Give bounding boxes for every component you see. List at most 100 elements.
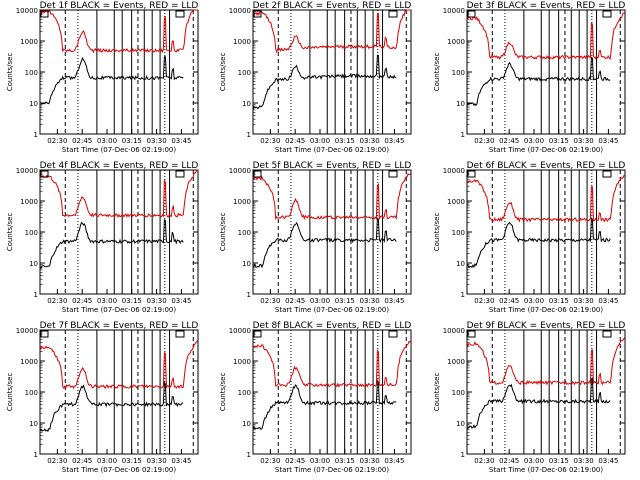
detector-panel-5: Det 5f BLACK = Events, RED = LLD 1 10 100 10… xyxy=(219,161,412,314)
x-tick-label: 03:30 xyxy=(574,137,594,145)
y-tick-label: 10 xyxy=(29,100,38,108)
x-tick-label: 03:45 xyxy=(384,297,404,305)
y-tick-label: 100 xyxy=(238,229,251,237)
x-axis-label: Start Time (07-Dec-06 02:19:00) xyxy=(275,306,389,314)
y-tick-label: 10000 xyxy=(229,167,251,175)
x-tick-label: 03:45 xyxy=(598,137,618,145)
lld-series-line xyxy=(252,172,412,221)
x-tick-label: 03:15 xyxy=(335,137,355,145)
plot-frame xyxy=(466,169,626,295)
detector-panel-1: Det 1f BLACK = Events, RED = LLD 1 10 100 10… xyxy=(6,1,199,154)
x-tick-label: 03:00 xyxy=(524,297,544,305)
plot-frame xyxy=(39,9,199,135)
x-tick-label: 02:45 xyxy=(285,457,305,465)
y-tick-label: 10 xyxy=(456,100,465,108)
x-tick-label: 02:45 xyxy=(72,137,92,145)
corner-box-left xyxy=(467,10,476,18)
detector-panel-8: Det 8f BLACK = Events, RED = LLD 1 10 100 10… xyxy=(219,321,412,474)
x-tick-label: 03:15 xyxy=(549,457,569,465)
x-axis-label: Start Time (07-Dec-06 02:19:00) xyxy=(275,146,389,154)
corner-box-left xyxy=(40,330,49,338)
x-tick-label: 03:00 xyxy=(310,297,330,305)
y-axis-label: Counts/sec xyxy=(6,213,14,252)
x-axis-label: Start Time (07-Dec-06 02:19:00) xyxy=(275,466,389,474)
x-axis-label: Start Time (07-Dec-06 02:19:00) xyxy=(62,146,176,154)
events-series-line xyxy=(252,379,397,430)
y-tick-label: 100 xyxy=(25,229,38,237)
corner-box-right xyxy=(175,10,185,18)
x-tick-label: 03:45 xyxy=(384,457,404,465)
events-series-line xyxy=(39,218,184,269)
plot-frame xyxy=(39,329,199,455)
x-tick-label: 03:30 xyxy=(360,137,380,145)
corner-box-right xyxy=(602,330,612,338)
lld-series-line xyxy=(466,11,626,60)
y-axis-label: Counts/sec xyxy=(219,373,227,412)
y-tick-label: 1 xyxy=(34,291,38,299)
plot-frame xyxy=(466,9,626,135)
corner-box-right xyxy=(175,170,185,178)
lld-series-line xyxy=(466,174,626,223)
lld-series-line xyxy=(39,169,198,218)
corner-box-left xyxy=(253,330,262,338)
y-tick-label: 10000 xyxy=(16,167,38,175)
y-tick-label: 100 xyxy=(238,69,251,77)
x-tick-label: 03:30 xyxy=(574,297,594,305)
y-axis-label: Counts/sec xyxy=(6,53,14,92)
plot-frame xyxy=(39,169,199,295)
y-tick-label: 10000 xyxy=(443,7,465,15)
x-tick-label: 03:00 xyxy=(524,137,544,145)
x-tick-label: 03:15 xyxy=(122,297,142,305)
corner-box-left xyxy=(253,10,262,18)
y-tick-label: 1000 xyxy=(20,358,38,366)
panel-title: Det 8f BLACK = Events, RED = LLD xyxy=(253,321,412,331)
corner-box-right xyxy=(602,170,612,178)
y-axis-label: Counts/sec xyxy=(219,213,227,252)
y-tick-label: 1 xyxy=(34,451,38,459)
corner-box-left xyxy=(467,170,476,178)
x-axis-label: Start Time (07-Dec-06 02:19:00) xyxy=(62,466,176,474)
x-tick-label: 02:30 xyxy=(47,457,67,465)
lld-series-line xyxy=(252,9,411,54)
lld-series-line xyxy=(252,340,412,388)
y-tick-label: 100 xyxy=(25,389,38,397)
x-tick-label: 03:00 xyxy=(524,457,544,465)
detector-panel-6: Det 6f BLACK = Events, RED = LLD 1 10 100 10… xyxy=(433,161,626,314)
corner-box-left xyxy=(467,330,476,338)
panel-title: Det 2f BLACK = Events, RED = LLD xyxy=(253,1,412,11)
x-axis-label: Start Time (07-Dec-06 02:19:00) xyxy=(62,306,176,314)
corner-box-right xyxy=(388,330,398,338)
x-tick-label: 02:30 xyxy=(474,457,494,465)
x-tick-label: 03:00 xyxy=(310,457,330,465)
y-tick-label: 10 xyxy=(242,100,251,108)
x-tick-label: 03:15 xyxy=(122,457,142,465)
x-tick-label: 02:30 xyxy=(47,137,67,145)
y-tick-label: 10000 xyxy=(16,7,38,15)
y-tick-label: 1000 xyxy=(447,198,465,206)
detector-panel-7: Det 7f BLACK = Events, RED = LLD 1 10 100 10… xyxy=(6,321,199,474)
panel-title: Det 9f BLACK = Events, RED = LLD xyxy=(467,321,626,331)
y-tick-label: 10 xyxy=(456,260,465,268)
y-tick-label: 1 xyxy=(461,451,465,459)
x-tick-label: 03:45 xyxy=(384,137,404,145)
x-tick-label: 02:45 xyxy=(499,137,519,145)
events-series-line xyxy=(252,54,397,110)
y-tick-label: 1 xyxy=(461,131,465,139)
panel-title: Det 4f BLACK = Events, RED = LLD xyxy=(40,161,199,171)
x-tick-label: 03:15 xyxy=(122,137,142,145)
x-tick-label: 03:15 xyxy=(335,297,355,305)
corner-box-right xyxy=(175,330,185,338)
y-tick-label: 100 xyxy=(452,69,465,77)
x-tick-label: 02:45 xyxy=(72,297,92,305)
y-tick-label: 1000 xyxy=(447,38,465,46)
x-tick-label: 03:30 xyxy=(147,137,167,145)
y-tick-label: 100 xyxy=(452,389,465,397)
lld-series-line xyxy=(466,336,626,386)
x-tick-label: 02:30 xyxy=(260,457,280,465)
detector-panel-4: Det 4f BLACK = Events, RED = LLD 1 10 100 10… xyxy=(6,161,199,314)
y-axis-label: Counts/sec xyxy=(433,213,441,252)
y-axis-label: Counts/sec xyxy=(433,53,441,92)
x-tick-label: 03:30 xyxy=(574,457,594,465)
plot-frame xyxy=(252,169,412,295)
